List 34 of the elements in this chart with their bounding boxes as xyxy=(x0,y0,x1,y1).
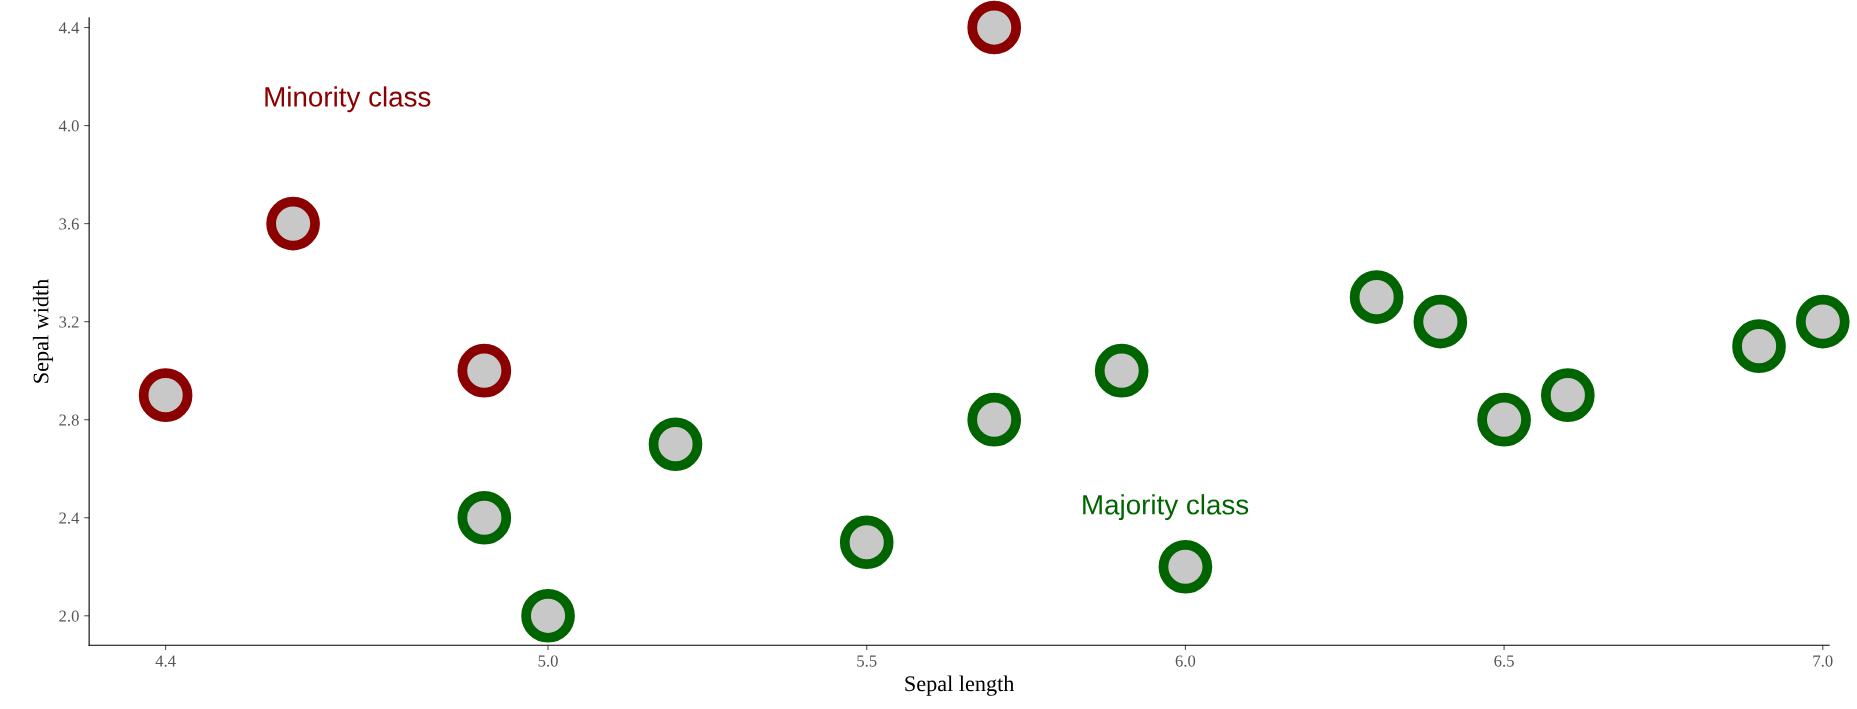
point xyxy=(266,196,320,251)
series-label: Majority class xyxy=(1083,494,1249,521)
point xyxy=(1541,368,1595,422)
y-tick-label: 4.0 xyxy=(58,120,79,132)
x-tick-label: 6.5 xyxy=(1494,655,1514,667)
text: Minority class xyxy=(265,86,431,113)
point xyxy=(138,368,193,422)
y-tick-label: 3.6 xyxy=(59,218,79,230)
point xyxy=(1732,319,1786,373)
point xyxy=(1795,294,1850,349)
point xyxy=(1094,343,1149,398)
x-axis-title: Sepal length xyxy=(905,675,1015,696)
x-tick-label: 5.5 xyxy=(857,655,877,667)
point xyxy=(521,588,575,643)
point xyxy=(457,490,512,545)
point xyxy=(1349,270,1404,324)
x-tick-label: 7.0 xyxy=(1813,655,1833,667)
x-tick-label: 4.4 xyxy=(155,655,176,667)
point xyxy=(967,392,1022,447)
x-tick-label: 5.0 xyxy=(538,655,558,667)
point xyxy=(967,0,1022,55)
point xyxy=(648,417,703,472)
point xyxy=(839,515,894,570)
y-tick-label: 2.0 xyxy=(59,610,79,622)
point xyxy=(1413,294,1468,349)
y-tick-label: 2.4 xyxy=(59,512,80,524)
point xyxy=(1477,392,1531,447)
y-tick-label: 4.4 xyxy=(58,22,80,34)
point xyxy=(457,343,512,398)
point xyxy=(1158,539,1213,594)
y-tick-label: 3.2 xyxy=(59,316,79,328)
y-axis-title: Sepal width xyxy=(32,278,54,383)
y-tick-label: 2.8 xyxy=(59,414,79,426)
x-tick-label: 6.0 xyxy=(1175,655,1196,667)
